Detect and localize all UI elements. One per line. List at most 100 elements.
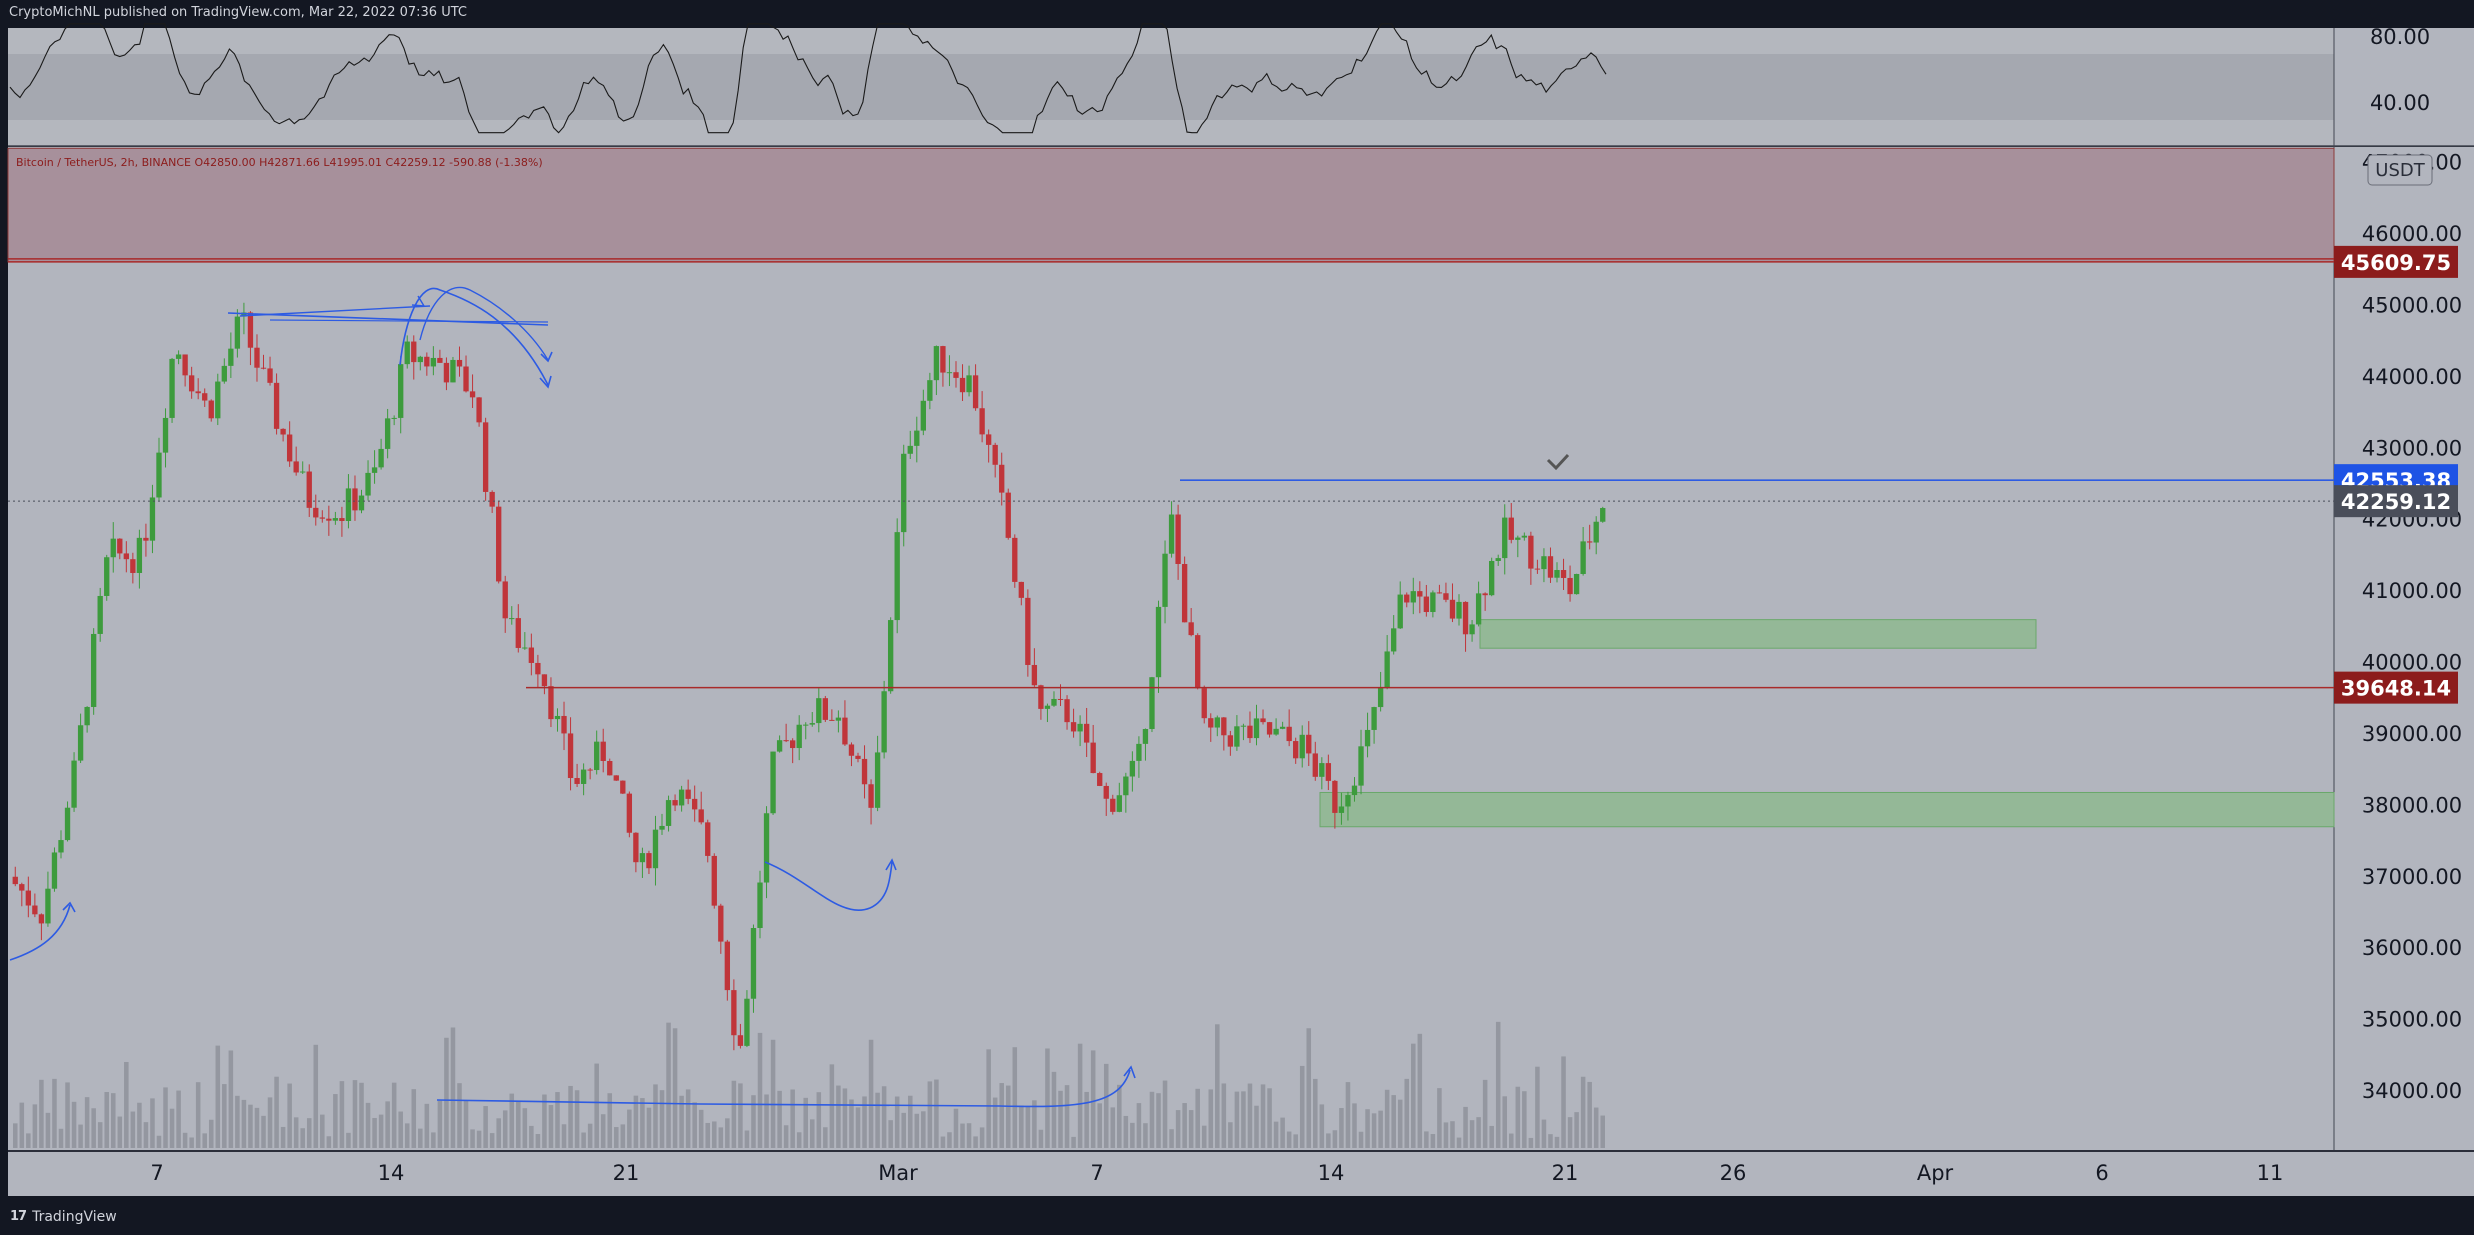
volume-bar [1293, 1134, 1298, 1148]
candle-body [515, 618, 521, 648]
price-tag [2334, 485, 2458, 518]
candle-body [1260, 718, 1266, 723]
volume-bar [1097, 1103, 1102, 1148]
volume-bar [326, 1136, 332, 1148]
candle-body [463, 366, 469, 392]
candle-body [966, 375, 972, 393]
candle-body [469, 391, 476, 398]
candle-body [1573, 573, 1580, 595]
volume-bar [712, 1121, 717, 1148]
candle-body [1018, 581, 1024, 598]
candle-body [940, 346, 946, 373]
volume-bar [1267, 1088, 1272, 1148]
candle-body [1593, 521, 1599, 543]
volume-bar [169, 1108, 175, 1148]
volume-bar [78, 1124, 83, 1148]
candle-body [254, 347, 260, 368]
volume-bar [248, 1104, 253, 1148]
tradingview-logo-icon: 17 [10, 1209, 27, 1224]
volume-bar [189, 1137, 194, 1148]
price-axis-label: 46000.00 [2362, 222, 2462, 246]
candle-body [1417, 591, 1423, 597]
volume-bar [91, 1108, 96, 1148]
candle-body [1567, 577, 1573, 595]
volume-bar [182, 1132, 188, 1148]
volume-bar [293, 1117, 299, 1148]
candle-body [1384, 651, 1390, 688]
volume-bar [391, 1082, 397, 1148]
candle-body [776, 740, 783, 752]
candle-body [855, 755, 861, 759]
candle-body [411, 341, 417, 363]
volume-bar [509, 1093, 515, 1148]
volume-bar [1064, 1085, 1070, 1148]
volume-bar [58, 1128, 64, 1148]
candle-body [1351, 785, 1358, 796]
volume-bar [254, 1107, 260, 1148]
price-axis-label: 35000.00 [2362, 1008, 2462, 1032]
volume-bar [352, 1080, 358, 1148]
candle-body [698, 809, 704, 823]
candle-body [646, 853, 652, 869]
time-axis-label: 21 [613, 1161, 640, 1185]
volume-bar [999, 1083, 1004, 1148]
volume-bar [489, 1133, 495, 1148]
candle-body [1279, 726, 1286, 729]
volume-bar [542, 1094, 547, 1148]
volume-bar [1045, 1048, 1050, 1148]
price-axis[interactable] [2334, 147, 2474, 1150]
trading-chart[interactable]: 46000.0045000.0044000.0043000.0042000.00… [0, 0, 2474, 1198]
volume-bar [1005, 1085, 1011, 1148]
volume-bar [306, 1118, 312, 1148]
volume-bar [1443, 1122, 1449, 1148]
candle-body [1129, 760, 1136, 777]
volume-bar [555, 1092, 560, 1148]
volume-bar [659, 1090, 665, 1148]
volume-bar [1032, 1100, 1037, 1148]
candle-body [502, 581, 508, 619]
volume-bar [672, 1028, 678, 1148]
volume-bar [437, 1100, 443, 1148]
candle-body [1306, 734, 1312, 754]
candle-body [1489, 560, 1495, 596]
candle-body [169, 358, 175, 418]
volume-bar [320, 1114, 325, 1148]
volume-bar [470, 1129, 475, 1148]
candle-body [1436, 592, 1443, 594]
candle-body [1070, 722, 1077, 732]
volume-trend-line [436, 1069, 1131, 1108]
volume-bar [1541, 1119, 1547, 1148]
volume-bar [1241, 1091, 1246, 1148]
arrow-head-2 [539, 375, 552, 389]
volume-bar [947, 1132, 952, 1148]
candle-body [1266, 722, 1273, 735]
volume-bar [574, 1090, 580, 1148]
currency-badge[interactable]: USDT [2367, 154, 2433, 186]
volume-bar [1574, 1112, 1579, 1148]
volume-bar [457, 1083, 462, 1148]
price-tag-label: 39648.14 [2341, 677, 2451, 701]
volume-bar [1110, 1107, 1116, 1148]
volume-bar [1417, 1033, 1423, 1148]
volume-bar [620, 1124, 626, 1148]
price-tag [2334, 671, 2458, 704]
candle-body [384, 418, 391, 449]
candle-body [1332, 780, 1338, 813]
demand-zone-lower [1319, 791, 2335, 828]
price-axis-label: 43000.00 [2362, 436, 2462, 460]
volume-bar [13, 1123, 18, 1148]
drawings [9, 286, 1570, 1108]
tradingview-footer: 17 TradingView [0, 1198, 2474, 1235]
volume-bar [1123, 1115, 1129, 1148]
candle-body [724, 941, 731, 991]
time-axis[interactable] [8, 1152, 2474, 1196]
candle-body [829, 719, 835, 721]
candle-body [443, 362, 450, 383]
rsi-axis [2334, 28, 2474, 146]
volume-bar [1548, 1134, 1553, 1148]
volume-bar [450, 1027, 456, 1148]
volume-bar [333, 1094, 338, 1148]
candle-body [1240, 725, 1247, 727]
candle-body [1397, 594, 1403, 629]
candle-body [319, 517, 325, 519]
